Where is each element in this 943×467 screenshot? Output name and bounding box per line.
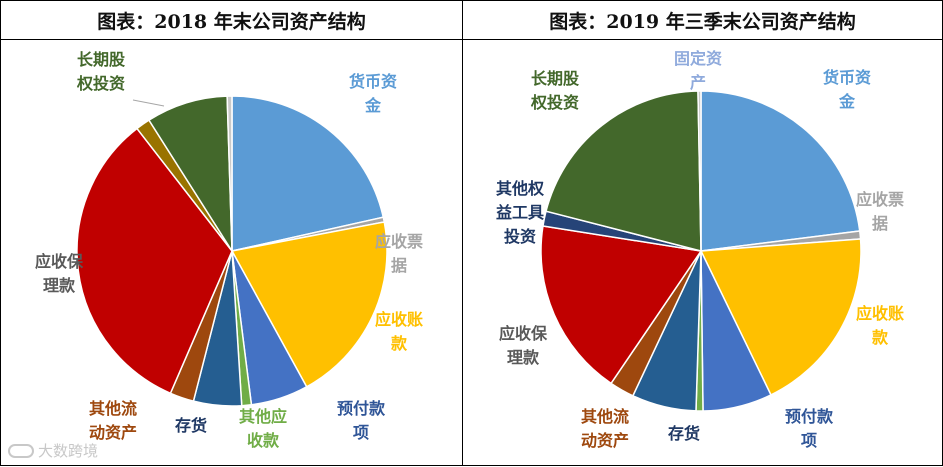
- pie-slice-3: [230, 221, 388, 388]
- chart-title-2019q3: 图表：2019 年三季末公司资产结构: [463, 1, 942, 40]
- pie-slice-11: [697, 90, 702, 252]
- chart-panel-2018: 图表：2018 年末公司资产结构 货币资金应收票据应收账款预付款项 其他应收款 存货…: [0, 0, 463, 466]
- watermark: 大数跨境: [8, 440, 98, 461]
- slice-label-5: 其他应收款: [239, 407, 287, 450]
- pie-slice-3: [699, 238, 862, 396]
- slice-label-7: 其他流动资产: [581, 407, 629, 450]
- slice-label-4: 预付款项: [785, 407, 834, 450]
- slice-label-4: 预付款项: [337, 399, 386, 442]
- slice-label-1: 货币资金: [823, 68, 871, 111]
- pie-slice-1: [700, 90, 861, 252]
- slice-label-6: 存货: [175, 416, 207, 435]
- slice-label-9: 其他权益工具投资: [496, 179, 545, 246]
- pie-slice-10: [545, 90, 702, 252]
- pie-slice-11: [226, 95, 233, 252]
- slice-label-2: 应收票据: [375, 232, 423, 275]
- slice-label-7: 其他流动资产: [89, 399, 137, 442]
- slice-label-10: 长期股权投资: [530, 69, 580, 112]
- pie-slice-1: [231, 95, 385, 252]
- slice-label-8: 应收保理款: [499, 324, 548, 367]
- chart-panel-2019q3: 图表：2019 年三季末公司资产结构 货币资金应收票据应收账款预付款项 存货 其他流…: [462, 0, 943, 466]
- slice-label-6: 存货: [668, 424, 700, 443]
- slice-label-2: 应收票据: [856, 190, 904, 233]
- chart-title-2018: 图表：2018 年末公司资产结构: [1, 1, 462, 40]
- pie-slice-8: [540, 225, 703, 385]
- leader-line: [132, 99, 165, 107]
- slice-label-3: 应收账款: [856, 304, 904, 347]
- slice-label-8: 应收保理款: [35, 252, 84, 295]
- slice-label-3: 应收账款: [375, 310, 423, 353]
- slice-label-10: 长期股权投资: [76, 50, 126, 93]
- watermark-text: 大数跨境: [38, 442, 99, 460]
- pie-slice-8: [76, 127, 233, 395]
- watermark-logo-icon: [8, 443, 34, 458]
- slice-label-11: 固定资产: [674, 49, 722, 92]
- slice-label-1: 货币资金: [349, 72, 397, 115]
